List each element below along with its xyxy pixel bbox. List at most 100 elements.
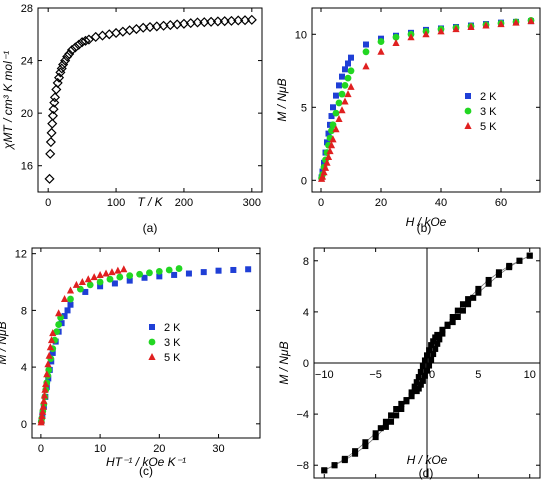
legend: 2 K 3 K 5 K — [464, 91, 497, 133]
data-point — [377, 47, 385, 55]
data-point — [424, 352, 430, 359]
data-point — [106, 275, 114, 283]
y-tick-label: 5 — [301, 102, 307, 114]
data-point — [62, 51, 73, 62]
data-point — [185, 270, 192, 277]
x-tick-label: 0 — [318, 197, 324, 209]
data-point — [120, 265, 128, 273]
data-point — [83, 34, 94, 45]
data-point — [321, 467, 328, 474]
data-point — [66, 286, 75, 294]
data-point — [444, 322, 451, 329]
plot-frame — [37, 7, 263, 193]
data-point — [90, 273, 98, 281]
y-axis-label: M / NμB — [277, 341, 291, 384]
legend: 2 K 3 K 5 K — [148, 322, 181, 364]
legend-marker — [465, 93, 471, 99]
data-point — [131, 23, 142, 35]
data-point — [38, 412, 46, 420]
data-point — [426, 347, 433, 354]
x-tick-label: 60 — [495, 197, 507, 209]
data-point — [430, 338, 437, 345]
data-point — [338, 106, 346, 114]
legend-label: 5 K — [480, 121, 497, 133]
y-tick-label: 28 — [21, 3, 33, 15]
data-point — [398, 400, 405, 407]
data-point — [46, 127, 57, 138]
data-point — [333, 92, 339, 99]
data-point — [124, 25, 135, 36]
data-point — [475, 285, 482, 292]
data-point — [459, 301, 466, 308]
y-tick-label: 24 — [21, 56, 33, 68]
data-point — [428, 342, 435, 349]
data-point — [96, 270, 104, 278]
series-1 — [37, 265, 183, 426]
y-tick-label: −8 — [296, 460, 309, 472]
data-point — [506, 264, 513, 271]
legend-label: 3 K — [480, 106, 497, 118]
data-point — [41, 385, 49, 393]
series-2 — [37, 265, 128, 426]
x-tick-label: 30 — [212, 443, 224, 455]
plot-frame — [311, 7, 541, 193]
data-point — [44, 360, 52, 368]
data-point — [454, 307, 461, 314]
data-point — [407, 33, 415, 41]
y-tick-label: 20 — [21, 108, 33, 120]
legend-label: 5 K — [164, 352, 181, 364]
data-point — [454, 314, 461, 320]
x-tick-label: 300 — [243, 197, 261, 209]
series-1 — [318, 17, 535, 182]
data-point — [58, 59, 69, 70]
data-point — [246, 14, 257, 25]
series-0 — [321, 252, 533, 474]
y-tick-label: 4 — [21, 362, 27, 374]
panel-label: (b) — [417, 221, 432, 235]
data-point — [439, 326, 446, 333]
data-point — [51, 84, 62, 95]
data-point — [200, 269, 207, 276]
data-point — [485, 276, 492, 283]
x-tick-label: 100 — [107, 197, 125, 209]
data-point — [80, 35, 91, 46]
plot-frame — [31, 247, 261, 439]
series-2 — [318, 17, 535, 182]
data-point — [97, 30, 108, 41]
data-point — [60, 55, 71, 66]
y-tick-label: 0 — [301, 175, 307, 187]
panel-label: (a) — [143, 221, 158, 235]
data-point — [43, 370, 51, 378]
data-point — [527, 17, 535, 25]
y-tick-label: 0 — [21, 419, 27, 431]
data-point — [53, 328, 61, 336]
legend-marker — [464, 122, 472, 129]
data-point — [449, 319, 456, 326]
data-point — [116, 273, 124, 281]
series-1 — [321, 252, 533, 474]
data-point — [327, 141, 336, 149]
legend-marker — [464, 107, 472, 115]
data-point — [421, 357, 428, 364]
data-point — [332, 109, 340, 117]
data-point — [516, 257, 523, 264]
panel-c: 0 10 20 30 0 4 8 12 HT⁻¹ / kOe K⁻¹ M / NμB 2 K 3 K 5… — [0, 247, 261, 478]
data-point — [362, 48, 370, 56]
data-point — [436, 336, 443, 343]
data-point — [126, 272, 134, 280]
data-point — [233, 15, 244, 26]
y-tick-label: 8 — [21, 305, 27, 317]
data-point — [465, 301, 472, 308]
x-tick-label: 5 — [475, 369, 481, 381]
data-point — [428, 356, 435, 363]
data-point — [467, 22, 475, 30]
data-point — [45, 137, 56, 148]
data-point — [335, 99, 343, 107]
data-point — [245, 266, 252, 273]
y-tick-label: 10 — [295, 29, 307, 41]
y-tick-label: −4 — [296, 409, 309, 421]
data-point — [77, 37, 88, 48]
panel-b: 0 20 40 60 0 5 10 H / kOe M / NμB 2 K 3 K 5 K (b) — [275, 7, 541, 235]
y-tick-label: 0 — [303, 358, 309, 370]
data-point — [114, 266, 122, 274]
